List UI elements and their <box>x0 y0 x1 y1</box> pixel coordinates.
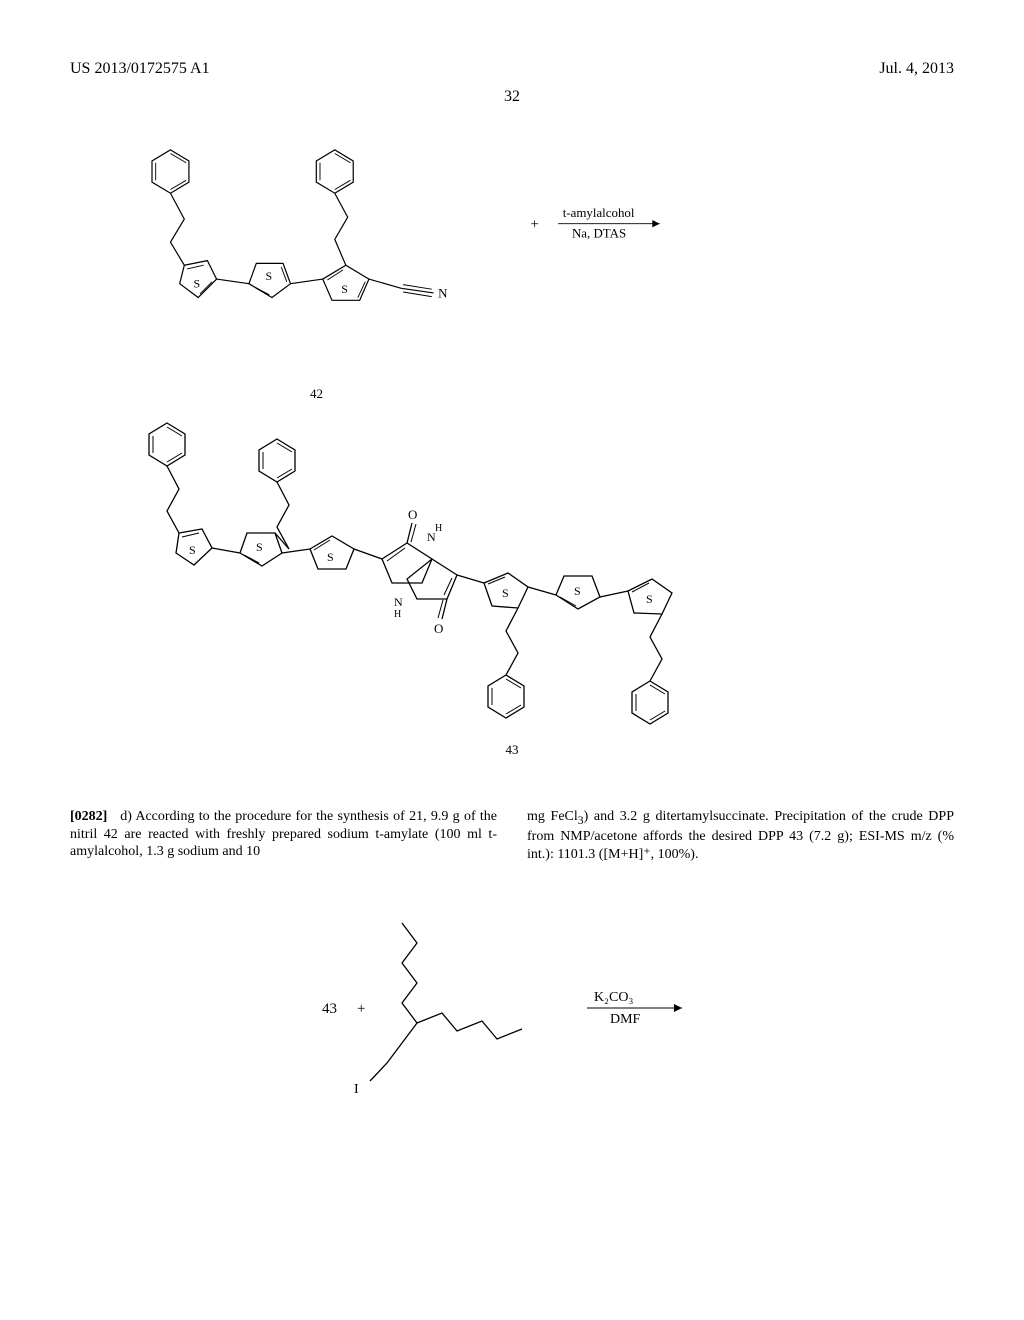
reagent-top-2: K₂CO₃ <box>594 990 633 1005</box>
paragraph-col1-text: d) According to the procedure for the sy… <box>70 809 497 859</box>
paragraph-col2-prefix: mg FeCl <box>527 809 578 824</box>
reaction-scheme-1: S S S <box>70 136 954 381</box>
svg-text:S: S <box>266 269 273 283</box>
column-left: [0282] d) According to the procedure for… <box>70 808 497 863</box>
iodo-label: I <box>354 1082 359 1097</box>
reagent-bottom-1: Na, DTAS <box>572 226 626 241</box>
paragraph-number: [0282] <box>70 809 107 824</box>
reagent-top-1: t-amylalcohol <box>563 205 635 220</box>
paragraph-0282: [0282] d) According to the procedure for… <box>70 808 954 863</box>
header-right: Jul. 4, 2013 <box>879 60 954 78</box>
paragraph-col2-rest: ) and 3.2 g ditertamylsuccinate. Precipi… <box>527 809 954 862</box>
plus-sign: + <box>530 216 538 232</box>
dpp-h1: H <box>435 523 442 534</box>
svg-text:S: S <box>194 276 201 290</box>
compound-42-structure: S S S <box>70 136 954 376</box>
svg-text:S: S <box>574 584 581 598</box>
page-number: 32 <box>70 88 954 106</box>
plus-sign-2: + <box>357 1001 365 1017</box>
page-header: US 2013/0172575 A1 Jul. 4, 2013 <box>70 60 954 78</box>
header-left: US 2013/0172575 A1 <box>70 60 210 78</box>
reagent-bottom-2: DMF <box>610 1012 641 1027</box>
svg-text:S: S <box>256 540 263 554</box>
svg-text:S: S <box>502 586 509 600</box>
nitrile-n-label: N <box>438 286 448 301</box>
svg-text:S: S <box>341 282 348 296</box>
dpp-o1: O <box>408 507 417 522</box>
compound-43-label: 43 <box>70 742 954 758</box>
dpp-n2: N <box>394 595 403 609</box>
reaction-scheme-3: 43 + I K₂CO₃ DMF <box>70 863 954 1118</box>
column-right: mg FeCl3) and 3.2 g ditertamylsuccinate.… <box>527 808 954 863</box>
compound-43-structure: S S S O O N <box>70 411 954 731</box>
dpp-h2: H <box>394 609 401 620</box>
reaction-scheme-2: S S S O O N <box>70 381 954 758</box>
svg-text:S: S <box>646 592 653 606</box>
svg-text:S: S <box>327 550 334 564</box>
alkylation-scheme: 43 + I K₂CO₃ DMF <box>70 893 954 1113</box>
dpp-o2: O <box>434 621 443 636</box>
compound-43-ref: 43 <box>322 1001 337 1017</box>
svg-text:S: S <box>189 543 196 557</box>
